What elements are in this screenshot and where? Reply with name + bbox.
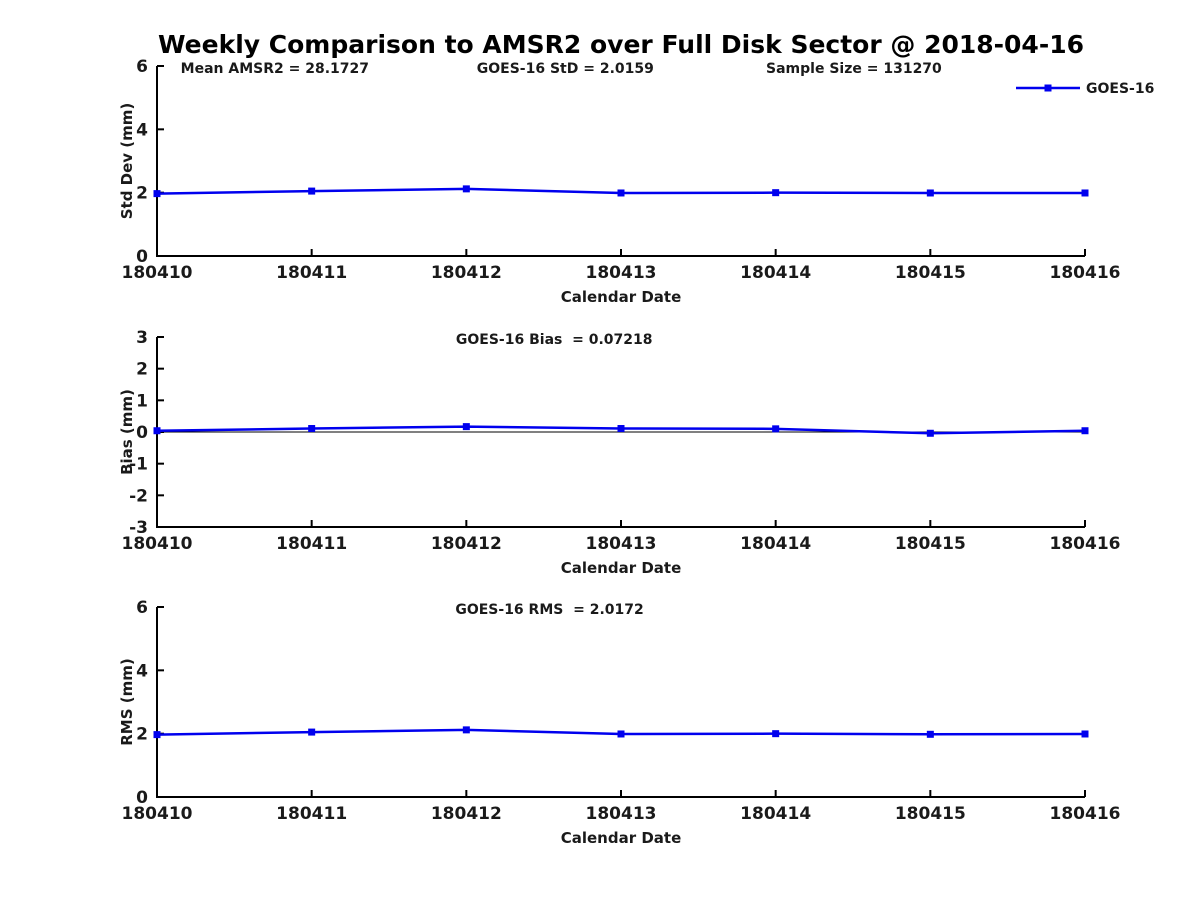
legend-label: GOES-16 bbox=[1086, 81, 1154, 97]
y-tick-label: 2 bbox=[136, 184, 148, 204]
y-tick-label: 4 bbox=[136, 661, 148, 681]
y-axis-label: Bias (mm) bbox=[118, 389, 136, 475]
y-axis-label: RMS (mm) bbox=[118, 658, 136, 745]
y-tick-label: 4 bbox=[136, 120, 148, 140]
y-tick-label: 6 bbox=[136, 598, 148, 618]
series-marker bbox=[617, 730, 625, 738]
x-tick-label: 180416 bbox=[1050, 263, 1121, 283]
x-tick-label: 180410 bbox=[122, 804, 193, 824]
x-axis-label: Calendar Date bbox=[561, 288, 682, 306]
series-marker bbox=[153, 427, 161, 435]
x-tick-label: 180411 bbox=[276, 804, 347, 824]
series-marker bbox=[772, 730, 780, 738]
y-tick-label: 6 bbox=[136, 57, 148, 77]
x-tick-label: 180416 bbox=[1050, 534, 1121, 554]
stat-annotation: Sample Size = 131270 bbox=[766, 61, 942, 77]
series-marker bbox=[462, 423, 470, 431]
x-tick-label: 180413 bbox=[586, 804, 657, 824]
x-axis-label: Calendar Date bbox=[561, 559, 682, 577]
x-tick-label: 180415 bbox=[895, 804, 966, 824]
stat-annotation: GOES-16 StD = 2.0159 bbox=[477, 61, 654, 77]
series-marker bbox=[926, 730, 934, 738]
y-tick-label: -2 bbox=[129, 486, 148, 506]
x-tick-label: 180414 bbox=[740, 804, 811, 824]
y-tick-label: 0 bbox=[136, 788, 148, 808]
x-tick-label: 180410 bbox=[122, 263, 193, 283]
series-marker bbox=[308, 187, 316, 195]
y-tick-label: 2 bbox=[136, 360, 148, 380]
y-tick-label: 3 bbox=[136, 328, 148, 348]
x-tick-label: 180412 bbox=[431, 534, 502, 554]
series-marker bbox=[1081, 730, 1089, 738]
series-marker bbox=[617, 425, 625, 433]
series-marker bbox=[462, 726, 470, 734]
series-marker bbox=[617, 189, 625, 197]
x-tick-label: 180411 bbox=[276, 263, 347, 283]
x-axis-label: Calendar Date bbox=[561, 829, 682, 847]
series-marker bbox=[1081, 189, 1089, 197]
y-tick-label: 2 bbox=[136, 725, 148, 745]
x-tick-label: 180413 bbox=[586, 534, 657, 554]
x-tick-label: 180415 bbox=[895, 534, 966, 554]
series-marker bbox=[1081, 427, 1089, 435]
x-tick-label: 180414 bbox=[740, 263, 811, 283]
x-tick-label: 180412 bbox=[431, 263, 502, 283]
series-marker bbox=[462, 185, 470, 193]
y-tick-label: 0 bbox=[136, 247, 148, 267]
series-marker bbox=[153, 731, 161, 739]
stat-annotation: Mean AMSR2 = 28.1727 bbox=[181, 61, 369, 77]
x-tick-label: 180414 bbox=[740, 534, 811, 554]
series-marker bbox=[926, 429, 934, 437]
series-marker bbox=[772, 189, 780, 197]
y-tick-label: -1 bbox=[129, 455, 148, 475]
series-marker bbox=[308, 425, 316, 433]
x-tick-label: 180415 bbox=[895, 263, 966, 283]
x-tick-label: 180416 bbox=[1050, 804, 1121, 824]
series-marker bbox=[926, 189, 934, 197]
x-tick-label: 180410 bbox=[122, 534, 193, 554]
y-tick-label: 1 bbox=[136, 391, 148, 411]
legend-marker bbox=[1044, 84, 1052, 92]
x-tick-label: 180413 bbox=[586, 263, 657, 283]
x-tick-label: 180412 bbox=[431, 804, 502, 824]
x-tick-label: 180411 bbox=[276, 534, 347, 554]
y-tick-label: 0 bbox=[136, 423, 148, 443]
chart-title: Weekly Comparison to AMSR2 over Full Dis… bbox=[157, 30, 1084, 59]
series-marker bbox=[308, 728, 316, 736]
y-tick-label: -3 bbox=[129, 518, 148, 538]
series-marker bbox=[153, 190, 161, 198]
stat-annotation: GOES-16 RMS = 2.0172 bbox=[455, 602, 643, 618]
series-marker bbox=[772, 425, 780, 433]
y-axis-label: Std Dev (mm) bbox=[118, 103, 136, 220]
stat-annotation: GOES-16 Bias = 0.07218 bbox=[456, 332, 653, 348]
